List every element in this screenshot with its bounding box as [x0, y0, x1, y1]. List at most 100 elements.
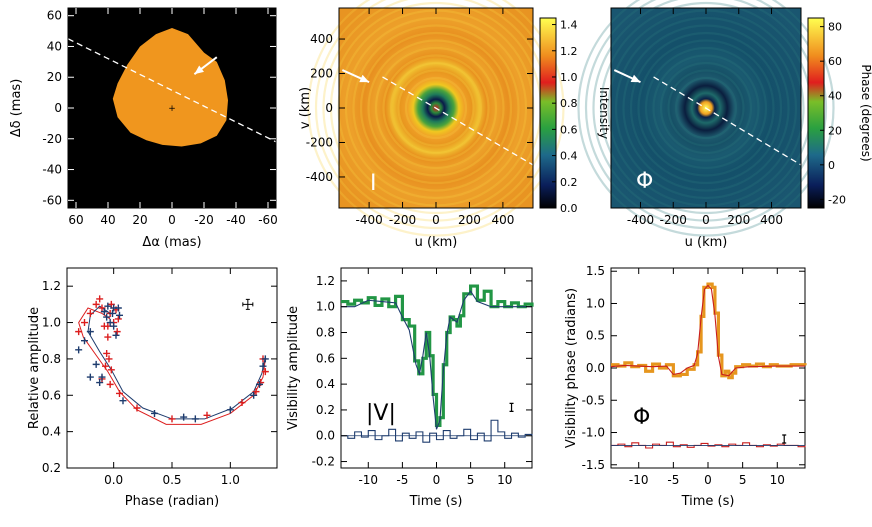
y-tick-label: 0.2 [316, 403, 335, 417]
y-tick-label: 0 [54, 101, 62, 115]
occ-xlabel: Δα (mas) [142, 235, 201, 250]
colorbar-tick-label: 60 [828, 55, 842, 68]
data-point [191, 415, 199, 423]
data-point [259, 362, 267, 370]
x-tick-label: -400 [355, 213, 382, 227]
y-tick-label: 0.5 [586, 329, 605, 343]
y-tick-label: 1.2 [42, 279, 61, 293]
x-tick-label: -5 [396, 473, 408, 487]
data-point [107, 366, 115, 374]
amplitude-axes: -10 -5 0 5 10 -0.2 0.0 0.2 0.4 0.6 0.8 1.0 1.2 [312, 268, 532, 487]
intensity-ylabel: v (km) [298, 87, 313, 129]
y-tick-label: -20 [42, 132, 62, 146]
data-point [105, 355, 113, 363]
data-point [100, 308, 108, 316]
colorbar-tick-label: 0 [828, 159, 835, 172]
fringe-ring [404, 76, 468, 140]
y-tick-label: -0.5 [582, 393, 605, 407]
data-point [102, 362, 109, 370]
data-point [104, 333, 112, 341]
data-point [106, 319, 114, 327]
polar-frame [66, 267, 278, 469]
error-bar [782, 434, 787, 444]
y-tick-label: 1.2 [316, 274, 335, 288]
colorbar-tick-label: 0.8 [560, 97, 578, 110]
fringe-ring [659, 61, 753, 155]
fringe-ring [344, 16, 528, 200]
fringe-ring [652, 54, 760, 162]
vphase-xlabel: Time (s) [681, 494, 735, 509]
fringe-ring [577, 0, 835, 237]
x-tick-label: 400 [760, 213, 783, 227]
data-point [75, 346, 83, 354]
intensity-axes: -400 -200 0 200 400 -400 -200 0 200 400 [306, 8, 533, 227]
panel-polar: 0.0 0.5 1.0 0.2 0.4 0.6 0.8 1.0 1.2 Phase (radia… [27, 267, 278, 509]
x-tick-label: -40 [226, 213, 246, 227]
data-point [203, 411, 211, 419]
x-tick-label: -10 [629, 473, 649, 487]
fringe-ring [674, 76, 738, 140]
y-tick-label: 1.0 [316, 300, 335, 314]
vphase-axes: -10 -5 0 5 10 -1.5 -1.0 -0.5 0.0 0.5 1.0 1.5 [582, 264, 805, 487]
data-point [96, 295, 104, 303]
data-point [238, 399, 246, 407]
x-tick-label: -20 [194, 213, 214, 227]
data-point [86, 373, 94, 381]
panel-vphase: -10 -5 0 5 10 -1.5 -1.0 -0.5 0.0 0.5 1.0 1.5 Φ Time… [564, 264, 807, 509]
intensity-panel-label: I [370, 171, 377, 196]
y-tick-label: -1.0 [582, 426, 605, 440]
occ-ylabel: Δδ (mas) [9, 79, 24, 138]
fringe-ring [382, 54, 490, 162]
x-tick-label: -400 [627, 213, 654, 227]
fringe-ring [629, 31, 783, 185]
intensity-dashed-line [382, 76, 534, 166]
data-point [250, 391, 258, 399]
x-tick-label: 0 [432, 213, 440, 227]
fringe-ring [359, 31, 513, 185]
y-tick-label: 20 [47, 70, 62, 84]
x-tick-label: 5 [467, 473, 475, 487]
phase-axes: -400 -200 0 200 400 [627, 8, 783, 227]
x-tick-label: 10 [770, 473, 785, 487]
colorbar-tick-label: 80 [828, 21, 842, 34]
y-tick-label: 1.5 [586, 264, 605, 278]
x-tick-label: 40 [100, 213, 115, 227]
colorbar-tick-label: 1.0 [560, 71, 578, 84]
colorbar-tick-label: 0.6 [560, 123, 578, 136]
intensity-arrow-head [359, 74, 370, 83]
y-tick-label: -60 [42, 193, 62, 207]
y-tick-label: 1.0 [586, 296, 605, 310]
colorbar-tick-label: 20 [828, 124, 842, 137]
fringe-ring [667, 69, 745, 147]
y-tick-label: 0 [325, 101, 333, 115]
y-tick-label: 60 [47, 9, 62, 23]
y-tick-label: 0.2 [42, 461, 61, 475]
colorbar-tick-label: 1.4 [560, 19, 578, 32]
x-tick-label: 0.5 [162, 473, 181, 487]
data-point [119, 397, 127, 405]
colorbar-tick-label: 0.0 [560, 202, 578, 215]
data-point [96, 379, 104, 387]
data-point [81, 319, 88, 327]
data-point [133, 404, 141, 412]
data-point [261, 355, 269, 363]
y-tick-label: -40 [42, 163, 62, 177]
amplitude-panel-label: |V| [366, 401, 396, 426]
occ-shadow-shape [112, 28, 228, 147]
intensity-xlabel: u (km) [415, 235, 458, 250]
fringe-ring [352, 24, 520, 192]
data-point [103, 349, 111, 357]
x-tick-label: 60 [68, 213, 83, 227]
x-tick-label: 400 [491, 213, 514, 227]
x-tick-label: 0.0 [104, 473, 123, 487]
phase-colorbar [807, 17, 825, 209]
model-line [610, 284, 805, 377]
data-point [114, 304, 122, 312]
y-tick-label: -400 [306, 170, 333, 184]
x-tick-label: 5 [739, 473, 747, 487]
fringe-ring [584, 0, 828, 230]
data-point [98, 304, 106, 312]
